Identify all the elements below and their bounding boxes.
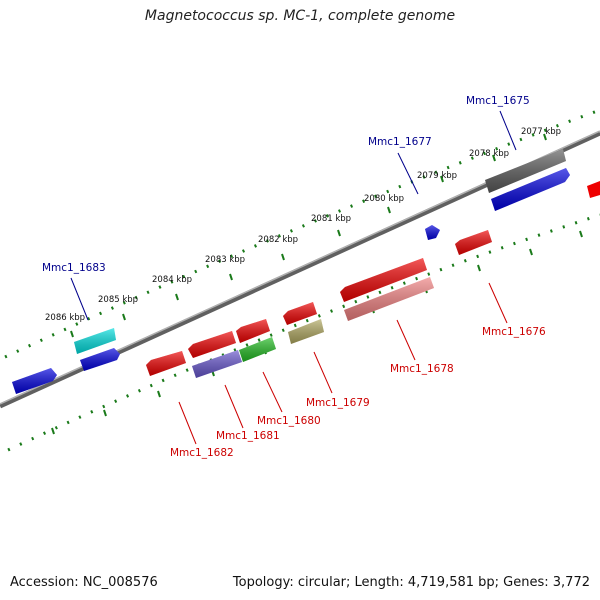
gene-label-mmc1-1678[interactable]: Mmc1_1678	[390, 363, 454, 375]
tick-label: 2083 kbp	[205, 255, 245, 265]
outer-major-ticks	[70, 133, 547, 338]
feature-red-edge[interactable]	[587, 181, 600, 198]
map-title: Magnetococcus sp. MC-1, complete genome	[144, 8, 456, 24]
gene-label-mmc1-1683[interactable]: Mmc1_1683	[42, 262, 106, 274]
gene-label-mmc1-1679[interactable]: Mmc1_1679	[306, 397, 370, 409]
tick-label: 2079 kbp	[417, 171, 457, 181]
tick-label: 2078 kbp	[469, 149, 509, 159]
gene-label-mmc1-1681[interactable]: Mmc1_1681	[216, 430, 280, 442]
forward-features	[12, 149, 600, 394]
gene-label-mmc1-1680[interactable]: Mmc1_1680	[257, 415, 321, 427]
gene-label-mmc1-1677[interactable]: Mmc1_1677	[368, 136, 432, 148]
tick-track-outer	[4, 108, 600, 359]
label-leaders	[70, 110, 517, 445]
accession-text: Accession: NC_008576	[10, 575, 158, 590]
tick-label: 2081 kbp	[311, 214, 351, 224]
gene-label-mmc1-1676[interactable]: Mmc1_1676	[482, 326, 546, 338]
tick-label: 2082 kbp	[258, 235, 298, 245]
gene-label-mmc1-1682[interactable]: Mmc1_1682	[170, 447, 234, 459]
tick-label: 2077 kbp	[521, 127, 561, 137]
reverse-features	[146, 230, 492, 378]
tick-label: 2086 kbp	[45, 313, 85, 323]
genome-summary-text: Topology: circular; Length: 4,719,581 bp…	[232, 575, 590, 590]
tick-label: 2084 kbp	[152, 275, 192, 285]
tick-label: 2080 kbp	[364, 194, 404, 204]
tick-label: 2085 kbp	[98, 295, 138, 305]
gene-label-mmc1-1675[interactable]: Mmc1_1675	[466, 95, 530, 107]
